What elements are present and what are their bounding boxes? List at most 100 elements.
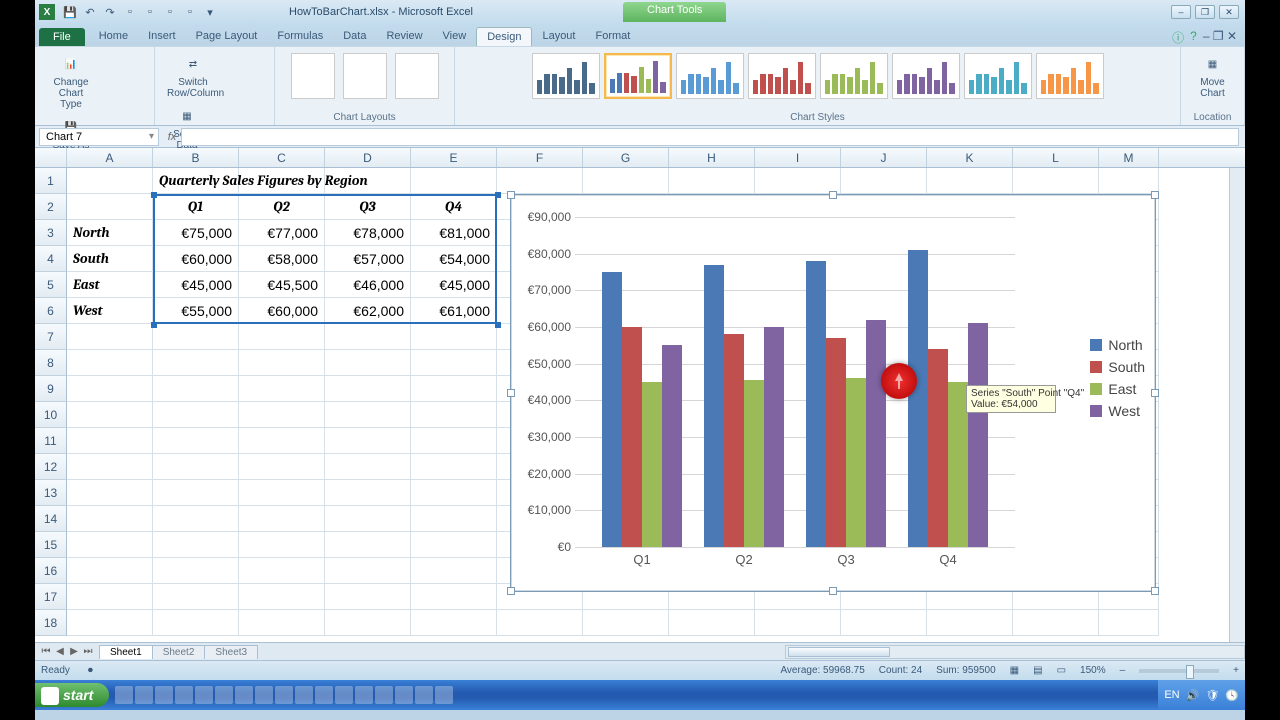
cell[interactable] [411, 402, 497, 428]
column-header[interactable]: A [67, 148, 153, 167]
cell[interactable]: South [67, 246, 153, 272]
row-header[interactable]: 8 [35, 350, 67, 376]
cell[interactable]: €62,000 [325, 298, 411, 324]
cell[interactable] [325, 376, 411, 402]
column-header[interactable]: G [583, 148, 669, 167]
cell[interactable]: €60,000 [153, 246, 239, 272]
save-icon[interactable]: 💾 [61, 3, 79, 21]
cell[interactable] [67, 454, 153, 480]
cell[interactable]: Q4 [411, 194, 497, 220]
row-header[interactable]: 17 [35, 584, 67, 610]
column-header[interactable]: I [755, 148, 841, 167]
cell[interactable] [239, 506, 325, 532]
cell[interactable]: €45,500 [239, 272, 325, 298]
cell[interactable] [669, 610, 755, 636]
cell[interactable] [841, 610, 927, 636]
chart-bar[interactable] [866, 320, 886, 547]
cell[interactable] [239, 350, 325, 376]
taskbar-app-icon[interactable] [115, 686, 133, 704]
cell[interactable]: Q1 [153, 194, 239, 220]
cell[interactable] [411, 584, 497, 610]
column-header[interactable]: D [325, 148, 411, 167]
taskbar-app-icon[interactable] [375, 686, 393, 704]
cell[interactable] [239, 168, 325, 194]
chart-layout-option[interactable] [291, 53, 335, 99]
fx-icon[interactable]: fx [163, 131, 181, 143]
sheet-nav-prev-icon[interactable]: ◀ [53, 646, 67, 657]
cell[interactable] [67, 480, 153, 506]
zoom-level[interactable]: 150% [1080, 665, 1106, 676]
cell[interactable] [67, 532, 153, 558]
ribbon-tab-page-layout[interactable]: Page Layout [186, 27, 268, 46]
spreadsheet-grid[interactable]: ABCDEFGHIJKLM 1Quarterly Sales Figures b… [35, 148, 1245, 642]
cell[interactable] [325, 402, 411, 428]
row-header[interactable]: 9 [35, 376, 67, 402]
cell[interactable] [325, 428, 411, 454]
cell[interactable] [411, 480, 497, 506]
cell[interactable] [841, 168, 927, 194]
cell[interactable]: €58,000 [239, 246, 325, 272]
view-normal-icon[interactable]: ▦ [1010, 665, 1019, 676]
qat-icon[interactable]: ▫ [181, 3, 199, 21]
cell[interactable]: Q2 [239, 194, 325, 220]
cell[interactable] [325, 350, 411, 376]
cell[interactable] [411, 428, 497, 454]
qat-dropdown-icon[interactable]: ▾ [201, 3, 219, 21]
sheet-nav-first-icon[interactable]: ⏮ [39, 646, 53, 657]
cell[interactable]: €55,000 [153, 298, 239, 324]
row-header[interactable]: 3 [35, 220, 67, 246]
tray-icon[interactable]: 🔊 [1186, 689, 1200, 702]
tray-icon[interactable]: 🛡 [1205, 689, 1219, 702]
cell[interactable] [153, 584, 239, 610]
tray-icon[interactable]: 🕓 [1225, 689, 1239, 702]
view-layout-icon[interactable]: ▤ [1033, 665, 1042, 676]
chart-bar[interactable] [826, 338, 846, 547]
chart-bar[interactable] [846, 378, 866, 547]
chart-layout-option[interactable] [343, 53, 387, 99]
cell[interactable]: €46,000 [325, 272, 411, 298]
ribbon-tab-data[interactable]: Data [333, 27, 376, 46]
ribbon-tab-layout[interactable]: Layout [532, 27, 585, 46]
sheet-tab[interactable]: Sheet1 [99, 645, 153, 659]
cell[interactable]: €45,000 [153, 272, 239, 298]
cell[interactable] [67, 402, 153, 428]
cell[interactable] [67, 350, 153, 376]
chart-bar[interactable] [806, 261, 826, 547]
language-indicator[interactable]: EN [1164, 689, 1179, 701]
taskbar-app-icon[interactable] [295, 686, 313, 704]
row-header[interactable]: 14 [35, 506, 67, 532]
cell[interactable] [583, 168, 669, 194]
minimize-button[interactable]: – [1171, 5, 1191, 19]
row-header[interactable]: 1 [35, 168, 67, 194]
cell[interactable] [1099, 168, 1159, 194]
cell[interactable] [67, 428, 153, 454]
cell[interactable] [411, 350, 497, 376]
cell[interactable]: Q3 [325, 194, 411, 220]
move-chart-button[interactable]: ▦ Move Chart [1187, 51, 1239, 101]
cell[interactable]: Quarterly Sales Figures by Region [153, 168, 239, 194]
cell[interactable] [755, 610, 841, 636]
cell[interactable] [153, 454, 239, 480]
ribbon-tab-format[interactable]: Format [585, 27, 640, 46]
cell[interactable] [239, 532, 325, 558]
cell[interactable]: €81,000 [411, 220, 497, 246]
chart-legend[interactable]: NorthSouthEastWest [1090, 331, 1145, 425]
row-header[interactable]: 16 [35, 558, 67, 584]
cell[interactable] [67, 324, 153, 350]
qat-icon[interactable]: ▫ [141, 3, 159, 21]
chart-style-option[interactable] [604, 53, 672, 99]
row-header[interactable]: 10 [35, 402, 67, 428]
cell[interactable] [67, 558, 153, 584]
taskbar-app-icon[interactable] [355, 686, 373, 704]
cell[interactable] [67, 584, 153, 610]
cell[interactable] [497, 610, 583, 636]
help-icon[interactable]: ? [1190, 29, 1197, 46]
redo-icon[interactable]: ↷ [101, 3, 119, 21]
cell[interactable]: €60,000 [239, 298, 325, 324]
chart-style-option[interactable] [532, 53, 600, 99]
chart-bar[interactable] [744, 380, 764, 547]
cell[interactable] [239, 610, 325, 636]
cell[interactable] [153, 402, 239, 428]
column-header[interactable]: B [153, 148, 239, 167]
legend-item[interactable]: South [1090, 359, 1145, 375]
